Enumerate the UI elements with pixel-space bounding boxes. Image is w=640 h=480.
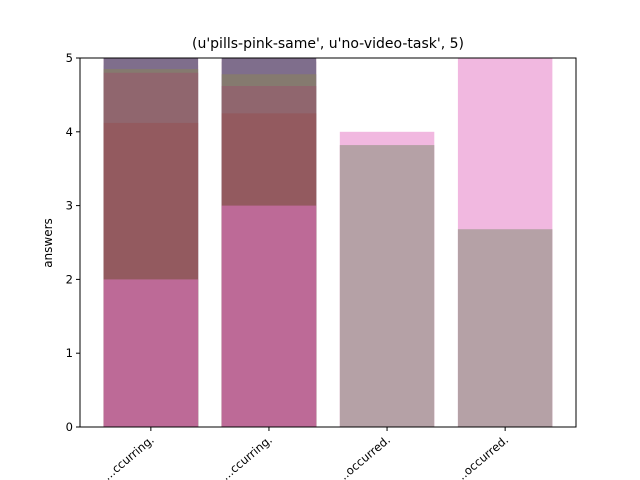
y-tick-label: 2 xyxy=(66,272,73,286)
y-tick-label: 0 xyxy=(66,420,73,434)
bar-layer-1-cat-2 xyxy=(339,145,435,427)
y-tick-label: 3 xyxy=(66,199,73,213)
x-axis: ...ccurring. ...ccurring. ...occurred. ...o… xyxy=(101,427,511,480)
y-axis-label: answers xyxy=(41,218,55,268)
x-tick-label: ...occurred. xyxy=(452,433,511,480)
plot-frame xyxy=(79,57,577,428)
x-tick-label: ...occurred. xyxy=(334,433,393,480)
x-tick-label: ...ccurring. xyxy=(219,433,275,480)
bar-layer-6-cat-0 xyxy=(103,279,199,427)
bar-layer-6-cat-1 xyxy=(221,205,317,427)
y-tick-label: 1 xyxy=(66,346,73,360)
bars-group xyxy=(103,58,553,428)
y-tick-label: 4 xyxy=(66,125,73,139)
y-axis: 0 1 2 3 4 5 xyxy=(66,51,80,434)
chart-title: (u'pills-pink-same', u'no-video-task', 5… xyxy=(192,36,464,52)
x-tick-label: ...ccurring. xyxy=(101,433,157,480)
bar-layer-1-cat-3 xyxy=(457,229,553,427)
y-tick-label: 5 xyxy=(66,51,73,65)
